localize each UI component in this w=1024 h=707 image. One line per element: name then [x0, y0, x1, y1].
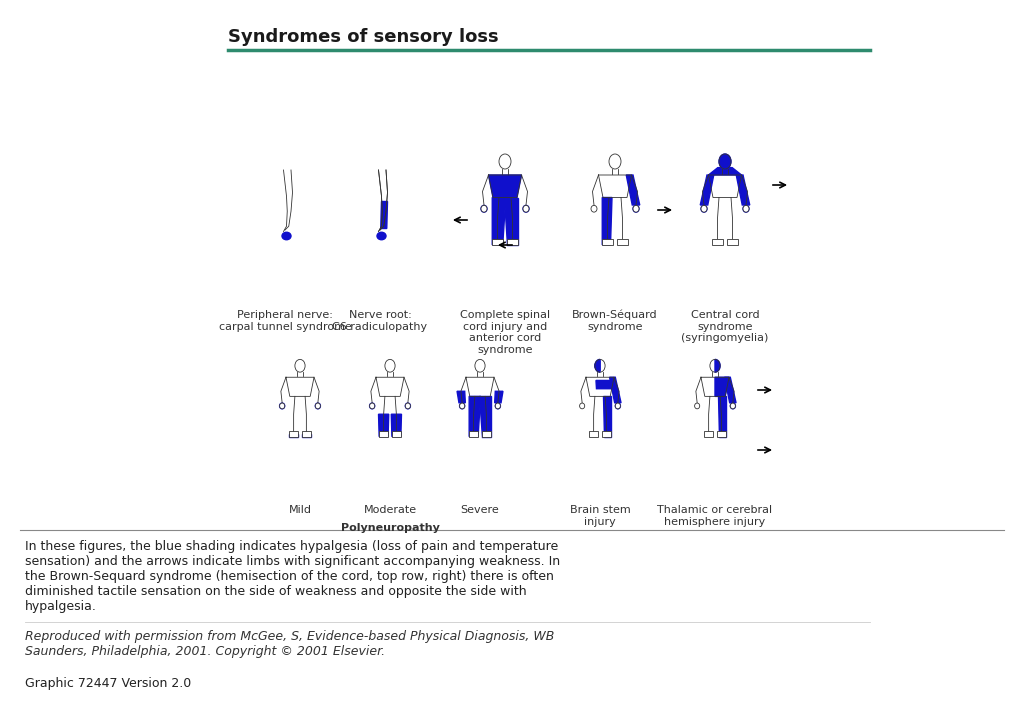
Ellipse shape: [406, 403, 411, 409]
Bar: [602, 239, 612, 245]
Text: Mild: Mild: [289, 505, 311, 515]
Bar: [602, 431, 611, 436]
Ellipse shape: [280, 403, 285, 409]
Wedge shape: [595, 361, 600, 371]
Ellipse shape: [633, 205, 639, 212]
Ellipse shape: [460, 403, 465, 409]
Ellipse shape: [523, 205, 529, 212]
Text: Syndromes of sensory loss: Syndromes of sensory loss: [228, 28, 499, 46]
Ellipse shape: [743, 205, 749, 212]
Polygon shape: [725, 378, 736, 403]
Polygon shape: [736, 175, 750, 205]
Text: Brown-Séquard
syndrome: Brown-Séquard syndrome: [572, 310, 657, 332]
Bar: [713, 239, 723, 245]
Text: Severe: Severe: [461, 505, 500, 515]
Polygon shape: [595, 359, 600, 372]
Ellipse shape: [370, 403, 375, 409]
Polygon shape: [488, 175, 521, 197]
Polygon shape: [700, 175, 714, 205]
Polygon shape: [495, 391, 503, 403]
Ellipse shape: [701, 205, 707, 212]
Ellipse shape: [481, 205, 487, 212]
Polygon shape: [289, 434, 298, 437]
Text: Complete spinal
cord injury and
anterior cord
syndrome: Complete spinal cord injury and anterior…: [460, 310, 550, 355]
Ellipse shape: [282, 233, 291, 240]
Polygon shape: [469, 397, 480, 436]
Polygon shape: [504, 197, 518, 245]
Text: Peripheral nerve:
carpal tunnel syndrome: Peripheral nerve: carpal tunnel syndrome: [218, 310, 351, 332]
Text: Thalamic or cerebral
hemisphere injury: Thalamic or cerebral hemisphere injury: [657, 505, 772, 527]
Bar: [302, 431, 311, 436]
Bar: [727, 239, 737, 245]
Ellipse shape: [370, 403, 375, 409]
Ellipse shape: [591, 205, 597, 212]
Polygon shape: [718, 397, 726, 436]
Polygon shape: [457, 391, 465, 403]
Ellipse shape: [730, 403, 735, 409]
Ellipse shape: [315, 403, 321, 409]
Polygon shape: [493, 197, 506, 245]
Bar: [392, 431, 400, 436]
Ellipse shape: [580, 403, 585, 409]
Ellipse shape: [406, 403, 411, 409]
Ellipse shape: [315, 403, 321, 409]
Ellipse shape: [280, 403, 285, 409]
Polygon shape: [381, 201, 387, 228]
Text: Moderate: Moderate: [364, 505, 417, 515]
Bar: [469, 431, 478, 436]
Polygon shape: [391, 414, 401, 436]
Ellipse shape: [615, 403, 621, 409]
Ellipse shape: [719, 154, 731, 169]
Bar: [379, 431, 388, 436]
Bar: [617, 239, 628, 245]
Polygon shape: [379, 414, 389, 436]
Ellipse shape: [496, 403, 501, 409]
Polygon shape: [715, 359, 720, 372]
Bar: [507, 239, 518, 245]
Ellipse shape: [743, 205, 749, 212]
Text: Reproduced with permission from McGee, S, Evidence-based Physical Diagnosis, WB
: Reproduced with permission from McGee, S…: [25, 630, 554, 658]
Text: Brain stem
injury: Brain stem injury: [569, 505, 631, 527]
Bar: [589, 431, 598, 436]
Bar: [717, 431, 726, 436]
Polygon shape: [602, 397, 611, 436]
Ellipse shape: [701, 205, 707, 212]
Bar: [705, 431, 713, 436]
Polygon shape: [609, 378, 621, 403]
Text: Central cord
syndrome
(syringomyelia): Central cord syndrome (syringomyelia): [681, 310, 769, 343]
Polygon shape: [479, 397, 490, 436]
Polygon shape: [302, 434, 311, 437]
Ellipse shape: [633, 205, 639, 212]
Ellipse shape: [481, 205, 487, 212]
Ellipse shape: [496, 403, 501, 409]
Ellipse shape: [523, 205, 529, 212]
Ellipse shape: [377, 233, 386, 240]
Polygon shape: [709, 168, 741, 175]
Bar: [289, 431, 298, 436]
Text: Nerve root:
C6 radiculopathy: Nerve root: C6 radiculopathy: [333, 310, 428, 332]
Ellipse shape: [460, 403, 465, 409]
Text: Polyneuropathy: Polyneuropathy: [341, 523, 439, 533]
Ellipse shape: [694, 403, 699, 409]
Polygon shape: [596, 380, 613, 389]
Bar: [493, 239, 503, 245]
Text: In these figures, the blue shading indicates hypalgesia (loss of pain and temper: In these figures, the blue shading indic…: [25, 540, 560, 613]
Ellipse shape: [730, 403, 735, 409]
Polygon shape: [627, 175, 640, 205]
Polygon shape: [715, 378, 729, 397]
Polygon shape: [602, 197, 612, 245]
Ellipse shape: [615, 403, 621, 409]
Bar: [482, 431, 490, 436]
Text: Graphic 72447 Version 2.0: Graphic 72447 Version 2.0: [25, 677, 191, 690]
